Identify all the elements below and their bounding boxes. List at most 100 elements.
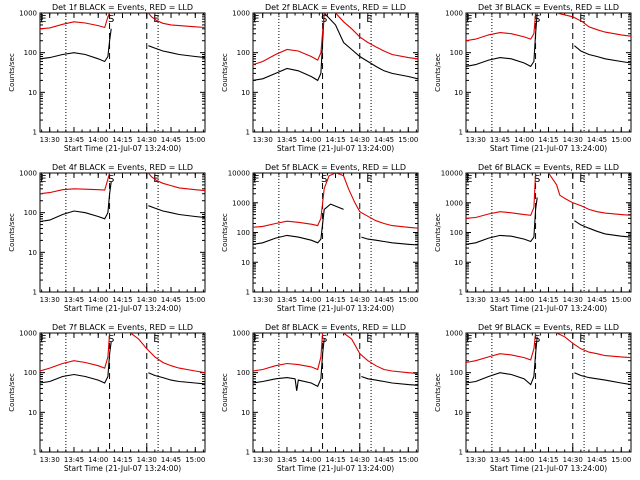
x-tick-label: 14:30 [350, 456, 370, 464]
x-tick-label: 13:45 [64, 136, 84, 144]
x-tick-label: 13:45 [490, 296, 510, 304]
y-tick-label: 1 [246, 449, 250, 457]
x-tick-label: 14:45 [374, 456, 394, 464]
annotation-s: S [108, 174, 114, 185]
y-tick-label: 100 [24, 209, 37, 217]
x-tick-label: 14:15 [538, 456, 558, 464]
x-axis-label: Start Time (21-Jul-07 13:24:00) [64, 464, 181, 473]
x-tick-label: 14:45 [161, 136, 181, 144]
y-tick-label: 10000 [441, 170, 463, 178]
panel-det-8: Det 8f BLACK = Events, RED = LLD 1 10 100 10… [221, 323, 419, 473]
y-tick-label: 100 [237, 229, 250, 237]
y-tick-label: 1 [246, 289, 250, 297]
x-tick-label: 14:30 [563, 456, 583, 464]
y-tick-label: 10 [28, 249, 37, 257]
x-tick-label: 13:30 [253, 456, 273, 464]
lld-series-line [466, 13, 631, 42]
y-tick-label: 1 [459, 449, 463, 457]
annotation-e: E [153, 14, 159, 25]
x-axis-label: Start Time (21-Jul-07 13:24:00) [490, 464, 607, 473]
x-tick-label: 14:00 [301, 296, 321, 304]
annotation-e: E [253, 174, 259, 185]
events-series-line [466, 13, 631, 68]
y-tick-label: 1000 [19, 170, 37, 178]
x-tick-label: 13:45 [64, 296, 84, 304]
x-tick-label: 15:00 [185, 136, 205, 144]
lld-series-line [40, 13, 205, 30]
y-tick-label: 10 [454, 259, 463, 267]
annotation-e: E [40, 174, 46, 185]
y-tick-label: 1000 [232, 199, 250, 207]
x-tick-label: 15:00 [398, 456, 418, 464]
lld-series-line [40, 173, 205, 195]
panel-det-2: Det 2f BLACK = Events, RED = LLD 1 10 100 10… [221, 3, 419, 153]
x-tick-label: 15:00 [398, 136, 418, 144]
x-tick-label: 14:15 [325, 296, 345, 304]
events-series-line [40, 28, 205, 63]
panel-det-3: Det 3f BLACK = Events, RED = LLD 1 10 100 10… [434, 3, 632, 153]
x-tick-label: 14:15 [112, 296, 132, 304]
y-axis-label: Counts/sec [434, 373, 442, 412]
annotation-s: S [534, 174, 540, 185]
events-series-line [466, 336, 631, 386]
y-axis-label: Counts/sec [434, 213, 442, 252]
x-tick-label: 14:30 [137, 296, 157, 304]
plot-frame [39, 332, 206, 453]
x-axis-label: Start Time (21-Jul-07 13:24:00) [64, 304, 181, 313]
panel-title: Det 4f BLACK = Events, RED = LLD [52, 163, 193, 172]
plot-frame [465, 332, 632, 453]
x-tick-label: 14:00 [514, 456, 534, 464]
y-tick-label: 10 [241, 409, 250, 417]
panel-title: Det 1f BLACK = Events, RED = LLD [52, 3, 193, 12]
x-tick-label: 13:30 [466, 456, 486, 464]
panel-title: Det 8f BLACK = Events, RED = LLD [265, 323, 406, 332]
x-tick-label: 14:00 [514, 136, 534, 144]
y-axis-label: Counts/sec [434, 53, 442, 92]
annotation-e: E [466, 14, 472, 25]
x-tick-label: 14:30 [563, 296, 583, 304]
x-tick-label: 13:45 [277, 296, 297, 304]
y-tick-label: 10 [454, 89, 463, 97]
x-tick-label: 14:45 [161, 456, 181, 464]
annotation-e: E [366, 174, 372, 185]
annotation-s: S [321, 174, 327, 185]
plot-frame [465, 12, 632, 133]
y-tick-label: 1 [459, 129, 463, 137]
annotation-e: E [579, 174, 585, 185]
annotation-e: E [579, 14, 585, 25]
x-tick-label: 13:30 [40, 296, 60, 304]
plot-frame [39, 12, 206, 133]
y-tick-label: 10 [241, 259, 250, 267]
x-tick-label: 13:30 [40, 456, 60, 464]
x-axis-label: Start Time (21-Jul-07 13:24:00) [490, 304, 607, 313]
x-tick-label: 14:45 [374, 136, 394, 144]
y-tick-label: 10 [454, 409, 463, 417]
panel-title: Det 3f BLACK = Events, RED = LLD [478, 3, 619, 12]
plot-frame [465, 172, 632, 293]
x-axis-label: Start Time (21-Jul-07 13:24:00) [277, 464, 394, 473]
x-tick-label: 13:30 [40, 136, 60, 144]
x-tick-label: 14:30 [137, 136, 157, 144]
x-tick-label: 14:45 [374, 296, 394, 304]
lld-series-line [253, 13, 418, 66]
y-tick-label: 100 [237, 369, 250, 377]
x-tick-label: 14:00 [88, 456, 108, 464]
y-tick-label: 10000 [228, 170, 250, 178]
plot-frame [39, 172, 206, 293]
x-tick-label: 14:15 [538, 136, 558, 144]
x-axis-label: Start Time (21-Jul-07 13:24:00) [277, 144, 394, 153]
y-tick-label: 10 [28, 89, 37, 97]
y-tick-label: 1000 [232, 10, 250, 18]
x-tick-label: 15:00 [185, 296, 205, 304]
x-tick-label: 14:15 [325, 456, 345, 464]
x-tick-label: 14:45 [587, 136, 607, 144]
x-tick-label: 14:30 [350, 296, 370, 304]
x-axis-label: Start Time (21-Jul-07 13:24:00) [64, 144, 181, 153]
x-tick-label: 13:30 [466, 296, 486, 304]
x-tick-label: 15:00 [611, 136, 631, 144]
lld-series-line [253, 173, 418, 229]
x-axis-label: Start Time (21-Jul-07 13:24:00) [490, 144, 607, 153]
y-tick-label: 1 [33, 129, 37, 137]
y-axis-label: Counts/sec [8, 373, 16, 412]
